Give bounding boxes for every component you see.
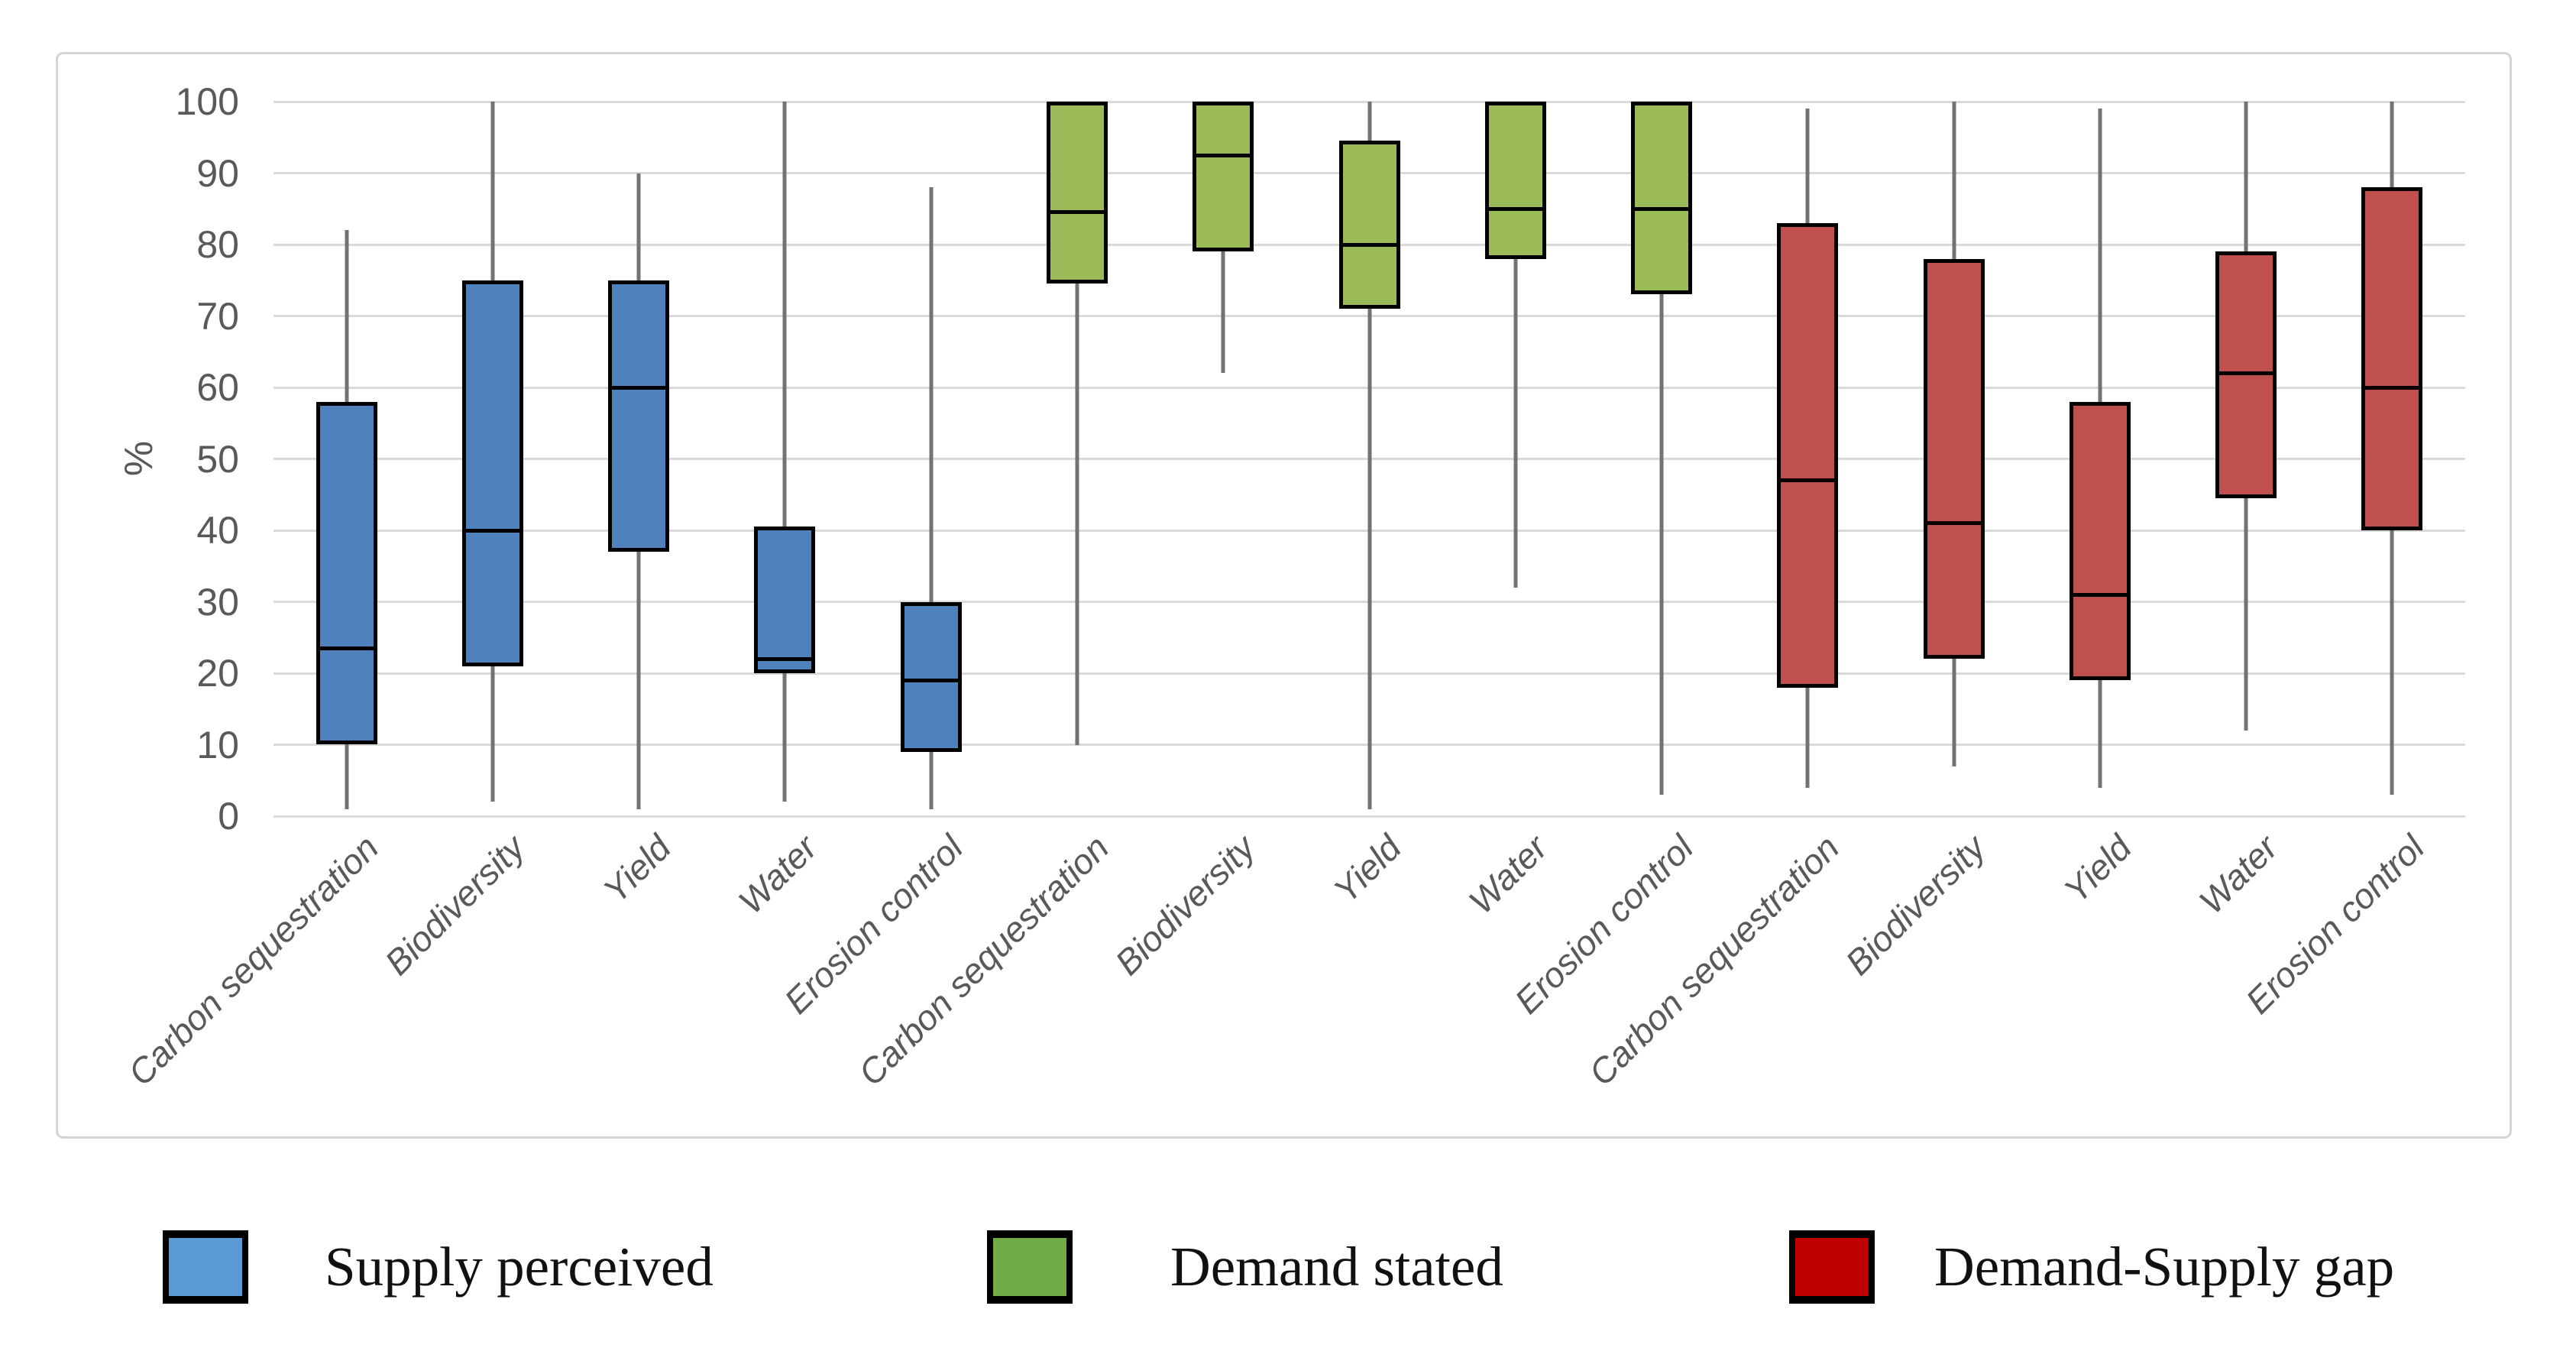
- median-line: [2069, 592, 2131, 597]
- box-demand-stated-water: [1484, 102, 1546, 259]
- box-supply-perceived-biodiversity: [461, 280, 523, 666]
- y-tick-label-70: 70: [196, 294, 239, 338]
- median-line: [1338, 242, 1400, 247]
- whisker-demand-stated-water: [1513, 102, 1518, 588]
- box-demand-supply-gap-biodiversity: [1923, 258, 1985, 659]
- median-line: [1631, 206, 1693, 211]
- box-demand-stated-carbon-sequestration: [1046, 102, 1108, 284]
- median-line: [1484, 206, 1546, 211]
- y-tick-label-90: 90: [196, 151, 239, 195]
- legend-label-demand-stated: Demand stated: [1170, 1236, 1503, 1298]
- median-line: [1923, 521, 1985, 526]
- median-line: [2215, 371, 2277, 375]
- y-tick-label-20: 20: [196, 652, 239, 695]
- y-tick-label-100: 100: [175, 80, 239, 123]
- y-tick-label-0: 0: [218, 795, 239, 838]
- median-line: [1777, 478, 1839, 483]
- box-supply-perceived-carbon-sequestration: [316, 401, 377, 745]
- legend-swatch-supply-perceived: [163, 1230, 248, 1304]
- y-tick-label-50: 50: [196, 437, 239, 481]
- whisker-supply-perceived-erosion-control: [929, 187, 934, 809]
- box-demand-supply-gap-yield: [2069, 401, 2131, 681]
- median-line: [1046, 210, 1108, 215]
- whisker-demand-stated-erosion-control: [1659, 102, 1664, 795]
- box-demand-supply-gap-carbon-sequestration: [1777, 222, 1839, 688]
- box-demand-stated-yield: [1338, 141, 1400, 309]
- box-supply-perceived-erosion-control: [900, 601, 962, 752]
- box-demand-stated-biodiversity: [1193, 102, 1254, 252]
- median-line: [1193, 153, 1254, 157]
- legend-label-supply-perceived: Supply perceived: [325, 1236, 714, 1298]
- median-line: [754, 656, 816, 661]
- y-tick-label-60: 60: [196, 366, 239, 409]
- median-line: [461, 528, 523, 533]
- y-tick-label-40: 40: [196, 509, 239, 552]
- y-tick-label-80: 80: [196, 223, 239, 266]
- median-line: [2361, 385, 2423, 390]
- box-demand-supply-gap-erosion-control: [2361, 187, 2423, 530]
- legend-label-demand-supply-gap: Demand-Supply gap: [1934, 1236, 2395, 1298]
- legend-swatch-demand-supply-gap: [1789, 1230, 1875, 1304]
- median-line: [900, 678, 962, 682]
- box-supply-perceived-yield: [608, 280, 670, 552]
- whisker-demand-stated-carbon-sequestration: [1075, 102, 1079, 745]
- legend-swatch-demand-stated: [987, 1230, 1073, 1304]
- box-demand-stated-erosion-control: [1631, 102, 1693, 295]
- whisker-demand-stated-yield: [1367, 102, 1371, 809]
- y-tick-label-30: 30: [196, 580, 239, 624]
- y-tick-label-10: 10: [196, 723, 239, 766]
- median-line: [316, 646, 377, 650]
- box-supply-perceived-water: [754, 527, 816, 673]
- median-line: [608, 385, 670, 390]
- whisker-supply-perceived-water: [782, 102, 787, 802]
- gridline-0: [273, 815, 2465, 818]
